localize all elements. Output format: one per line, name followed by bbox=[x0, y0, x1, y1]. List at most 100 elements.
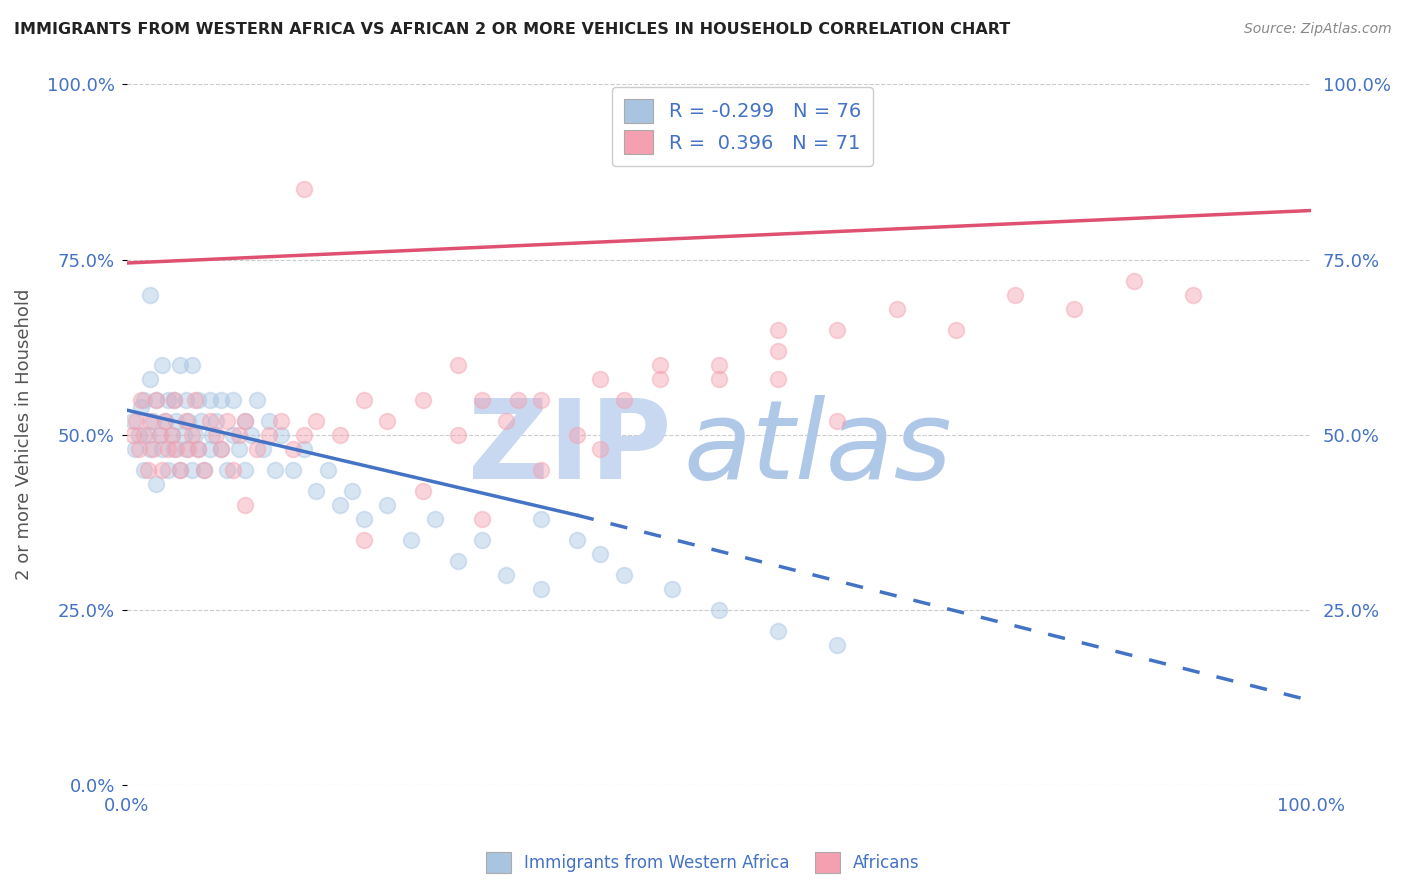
Point bbox=[613, 392, 636, 407]
Point bbox=[136, 462, 159, 476]
Point bbox=[375, 498, 398, 512]
Point bbox=[149, 427, 172, 442]
Point bbox=[217, 414, 239, 428]
Point bbox=[707, 371, 730, 385]
Point bbox=[589, 442, 612, 456]
Point bbox=[471, 533, 494, 547]
Point bbox=[204, 414, 226, 428]
Point bbox=[246, 442, 269, 456]
Point bbox=[240, 427, 263, 442]
Point bbox=[190, 414, 212, 428]
Point bbox=[661, 582, 683, 596]
Point bbox=[187, 442, 209, 456]
Point bbox=[353, 533, 375, 547]
Point bbox=[495, 567, 517, 582]
Point bbox=[270, 427, 292, 442]
Point bbox=[222, 462, 245, 476]
Point bbox=[150, 442, 173, 456]
Point bbox=[180, 358, 202, 372]
Point bbox=[766, 371, 789, 385]
Point bbox=[233, 414, 256, 428]
Point bbox=[471, 511, 494, 525]
Point bbox=[257, 427, 280, 442]
Point bbox=[153, 414, 176, 428]
Point bbox=[228, 427, 250, 442]
Point bbox=[124, 442, 146, 456]
Point bbox=[495, 414, 517, 428]
Point bbox=[945, 322, 967, 336]
Point bbox=[447, 427, 470, 442]
Point bbox=[121, 427, 143, 442]
Point bbox=[211, 392, 233, 407]
Point bbox=[270, 414, 292, 428]
Point bbox=[134, 462, 156, 476]
Point bbox=[263, 462, 285, 476]
Point bbox=[565, 533, 588, 547]
Point bbox=[187, 442, 209, 456]
Point bbox=[134, 427, 156, 442]
Point bbox=[766, 624, 789, 638]
Point bbox=[177, 414, 200, 428]
Point bbox=[163, 392, 186, 407]
Point bbox=[589, 371, 612, 385]
Point bbox=[766, 343, 789, 358]
Point bbox=[193, 462, 215, 476]
Point bbox=[222, 427, 245, 442]
Point bbox=[160, 427, 183, 442]
Point bbox=[648, 371, 671, 385]
Point bbox=[233, 414, 256, 428]
Point bbox=[211, 442, 233, 456]
Point bbox=[201, 427, 224, 442]
Point bbox=[305, 483, 328, 498]
Point bbox=[530, 462, 553, 476]
Point bbox=[145, 476, 167, 491]
Point bbox=[530, 392, 553, 407]
Point bbox=[471, 392, 494, 407]
Point bbox=[184, 392, 207, 407]
Point bbox=[157, 442, 180, 456]
Point bbox=[160, 427, 183, 442]
Point bbox=[447, 358, 470, 372]
Point bbox=[165, 442, 187, 456]
Text: ZIP: ZIP bbox=[468, 395, 672, 502]
Point bbox=[565, 427, 588, 442]
Point bbox=[153, 414, 176, 428]
Point bbox=[198, 414, 221, 428]
Point bbox=[1181, 287, 1204, 301]
Text: Source: ZipAtlas.com: Source: ZipAtlas.com bbox=[1244, 22, 1392, 37]
Point bbox=[827, 638, 849, 652]
Point bbox=[165, 414, 187, 428]
Point bbox=[136, 427, 159, 442]
Point bbox=[305, 414, 328, 428]
Point bbox=[233, 462, 256, 476]
Point bbox=[157, 462, 180, 476]
Point bbox=[1004, 287, 1026, 301]
Point bbox=[125, 414, 148, 428]
Text: atlas: atlas bbox=[683, 395, 952, 502]
Point bbox=[211, 442, 233, 456]
Point bbox=[180, 462, 202, 476]
Point bbox=[252, 442, 274, 456]
Point bbox=[217, 462, 239, 476]
Point bbox=[1122, 273, 1144, 287]
Point bbox=[134, 392, 156, 407]
Point bbox=[506, 392, 529, 407]
Point bbox=[193, 462, 215, 476]
Point bbox=[121, 414, 143, 428]
Y-axis label: 2 or more Vehicles in Household: 2 or more Vehicles in Household bbox=[15, 289, 32, 581]
Point bbox=[292, 427, 315, 442]
Point bbox=[163, 392, 186, 407]
Point bbox=[139, 371, 162, 385]
Legend: R = -0.299   N = 76, R =  0.396   N = 71: R = -0.299 N = 76, R = 0.396 N = 71 bbox=[613, 87, 873, 166]
Point bbox=[423, 511, 446, 525]
Point bbox=[139, 287, 162, 301]
Point bbox=[257, 414, 280, 428]
Point bbox=[128, 442, 150, 456]
Point bbox=[589, 547, 612, 561]
Point bbox=[412, 392, 434, 407]
Point bbox=[129, 392, 152, 407]
Point bbox=[187, 392, 209, 407]
Point bbox=[174, 414, 197, 428]
Legend: Immigrants from Western Africa, Africans: Immigrants from Western Africa, Africans bbox=[479, 846, 927, 880]
Point bbox=[530, 511, 553, 525]
